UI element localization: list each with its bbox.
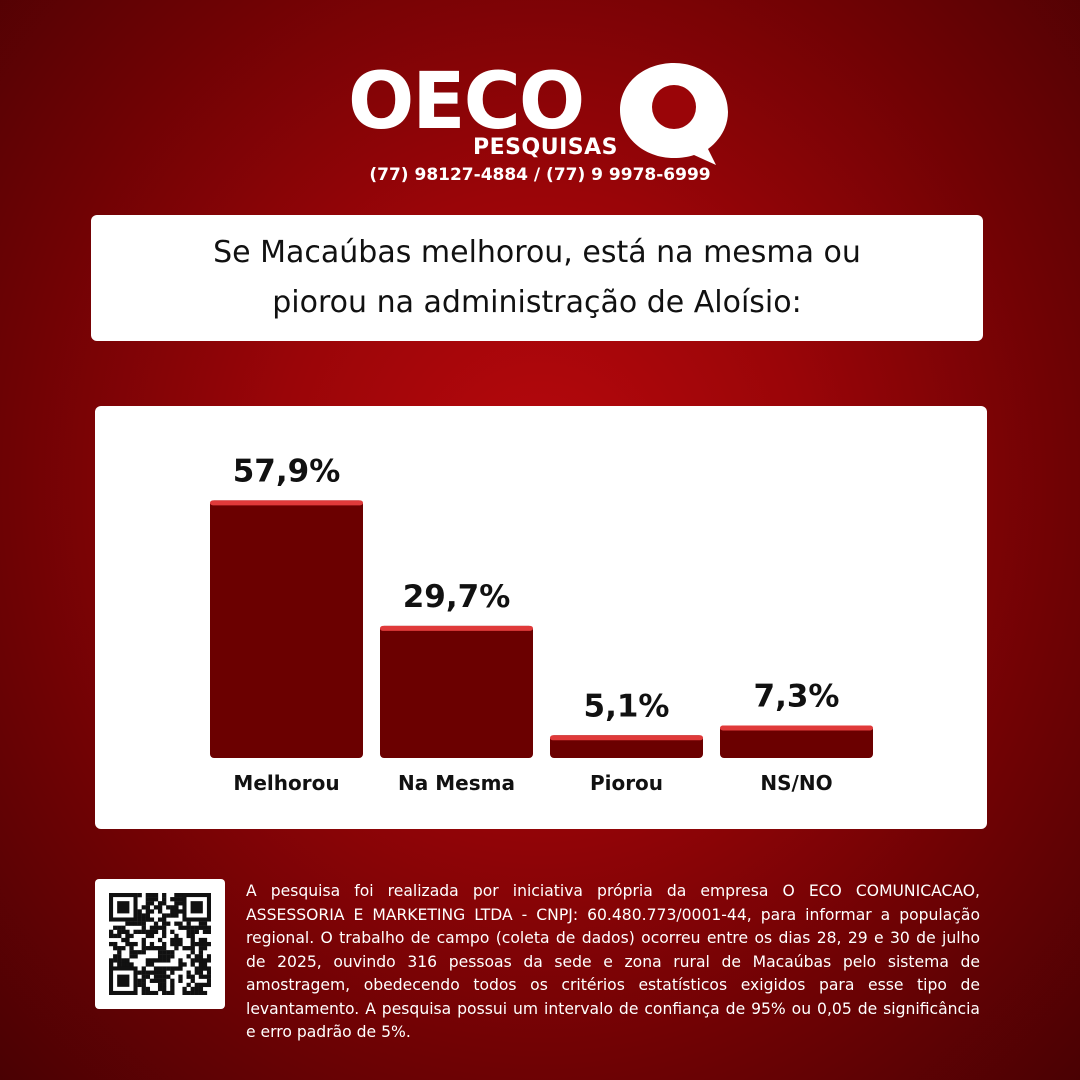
bar-group: 57,9% Melhorou	[210, 453, 363, 795]
brand-wordmark: OECO	[348, 57, 585, 147]
category-label: Na Mesma	[398, 771, 515, 795]
bar-group: 7,3% NS/NO	[720, 679, 873, 795]
bar-highlight	[550, 735, 703, 741]
bar-na-mesma	[380, 625, 533, 758]
question-text: Se Macaúbas melhorou, está na mesma ou p…	[177, 228, 897, 328]
bar-highlight	[720, 725, 873, 731]
bar-chart: 57,9% Melhorou 29,7% Na Mesma 5,1% Piorou 7,3%…	[210, 453, 873, 795]
bar-value-label: 7,3%	[754, 679, 840, 715]
bar-value-label: 57,9%	[233, 453, 341, 489]
bar-chart-card: 57,9% Melhorou 29,7% Na Mesma 5,1% Piorou 7,3%…	[95, 406, 987, 829]
bar-highlight	[210, 500, 363, 506]
question-line-2: piorou na administração de Aloísio:	[272, 285, 802, 320]
bar-value-label: 29,7%	[403, 579, 511, 615]
question-line-1: Se Macaúbas melhorou, está na mesma ou	[213, 235, 861, 270]
category-label: Melhorou	[233, 771, 339, 795]
brand-subtitle: PESQUISAS	[473, 135, 618, 160]
category-label: NS/NO	[760, 771, 832, 795]
qr-code[interactable]	[95, 879, 225, 1009]
qr-code-icon	[109, 893, 211, 995]
speech-bubble-icon	[620, 63, 728, 165]
brand-logo: OECO PESQUISAS	[0, 55, 1080, 195]
contact-phones: (77) 98127-4884 / (77) 9 9978-6999	[369, 165, 711, 185]
survey-disclaimer: A pesquisa foi realizada por iniciativa …	[246, 882, 980, 1041]
bar-ns-no	[720, 725, 873, 758]
bar-group: 29,7% Na Mesma	[380, 579, 533, 795]
bar-melhorou	[210, 500, 363, 758]
bar-group: 5,1% Piorou	[550, 688, 703, 795]
question-card: Se Macaúbas melhorou, está na mesma ou p…	[91, 215, 983, 341]
bar-value-label: 5,1%	[584, 688, 670, 724]
bar-piorou	[550, 735, 703, 758]
bar-highlight	[380, 625, 533, 631]
category-label: Piorou	[590, 771, 663, 795]
